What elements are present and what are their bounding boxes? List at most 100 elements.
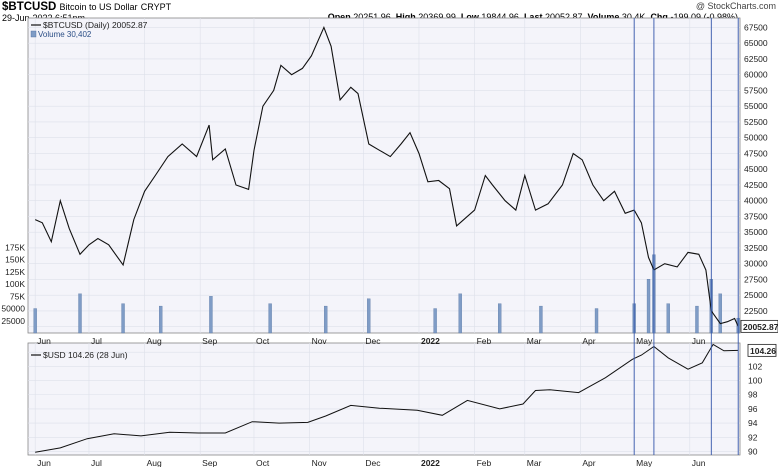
volume-value: 30.4K xyxy=(621,12,646,22)
dollar-series-line xyxy=(35,343,739,453)
price-y-tick-label: 57500 xyxy=(744,85,768,95)
volume-bar xyxy=(209,296,213,334)
volume-bar xyxy=(646,279,651,334)
volume-bar xyxy=(695,305,699,334)
volume-y-tick-label: 75K xyxy=(10,291,25,301)
volume-bar xyxy=(268,303,272,334)
x-tick-label-dollar: Jul xyxy=(91,458,102,467)
x-tick-label-price: Jul xyxy=(91,336,102,346)
price-last-value-box xyxy=(740,319,778,333)
price-y-tick-label: 27500 xyxy=(744,274,768,284)
volume-bar xyxy=(78,293,82,334)
x-tick-label-price: May xyxy=(636,336,653,346)
symbol-description: Bitcoin to US Dollar xyxy=(59,2,138,12)
x-tick-label-dollar: Nov xyxy=(312,458,328,467)
dollar-y-tick-label: 92 xyxy=(748,432,758,442)
price-y-tick-label: 40000 xyxy=(744,196,768,206)
x-tick-label-dollar: Apr xyxy=(582,458,595,467)
x-tick-label-price: Sep xyxy=(202,336,217,346)
dollar-y-tick-label: 100 xyxy=(748,376,762,386)
dollar-panel xyxy=(27,342,741,456)
last-label: Last xyxy=(523,12,543,22)
volume-y-tick-label: 125K xyxy=(5,267,25,277)
price-y-tick-label: 25000 xyxy=(744,290,768,300)
exchange: CRYPT xyxy=(140,2,172,12)
x-tick-label-dollar: Aug xyxy=(147,458,162,467)
volume-y-tick-label: 175K xyxy=(5,242,25,252)
price-legend: $BTCUSD (Daily) 20052.87 xyxy=(43,20,148,30)
dollar-y-tick-label: 94 xyxy=(748,418,758,428)
dollar-legend: $USD 104.26 (28 Jun) xyxy=(43,350,128,360)
symbol-title: $BTCUSD Bitcoin to US Dollar CRYPT xyxy=(2,1,171,13)
dollar-y-tick-label: 96 xyxy=(748,404,758,414)
volume-y-tick-label: 50000 xyxy=(1,304,25,314)
price-y-tick-label: 55000 xyxy=(744,101,768,111)
volume-bar xyxy=(159,305,163,334)
volume-bar xyxy=(324,305,328,334)
price-y-tick-label: 35000 xyxy=(744,227,768,237)
x-tick-label-price: Feb xyxy=(477,336,492,346)
volume-legend-swatch xyxy=(30,30,37,38)
x-tick-label-dollar: May xyxy=(636,458,653,467)
volume-bar xyxy=(121,303,125,334)
x-tick-label-price: Aug xyxy=(147,336,162,346)
dollar-last-value-label: 104.26 xyxy=(750,346,776,356)
dollar-y-tick-label: 98 xyxy=(748,390,758,400)
x-tick-label-dollar: Oct xyxy=(256,458,270,467)
x-tick-label-price: Oct xyxy=(256,336,270,346)
chg-label: Chg xyxy=(650,12,668,22)
volume-bar xyxy=(367,298,371,334)
x-tick-label-dollar: Jun xyxy=(692,458,706,467)
volume-bar xyxy=(498,303,502,334)
volume-bar xyxy=(718,293,722,334)
volume-bar xyxy=(33,308,37,334)
volume-bar xyxy=(433,308,437,334)
x-tick-label-dollar: Sep xyxy=(202,458,217,467)
x-tick-label-price: Dec xyxy=(365,336,381,346)
volume-bar xyxy=(594,308,599,334)
dollar-last-value-box xyxy=(747,343,777,357)
price-series-line xyxy=(34,25,739,327)
copyright: @ StockCharts.com xyxy=(695,1,776,11)
chg-value: -199.09 (-0.98%) xyxy=(670,12,738,22)
volume-y-tick-label: 150K xyxy=(5,255,25,265)
symbol: $BTCUSD xyxy=(2,1,57,13)
price-y-tick-label: 47500 xyxy=(744,148,768,158)
volume-bar xyxy=(458,293,462,334)
open-label: Open xyxy=(327,12,351,22)
x-tick-label-dollar: Jun xyxy=(37,458,51,467)
price-y-tick-label: 60000 xyxy=(744,70,768,80)
x-tick-label-price: Jun xyxy=(692,336,706,346)
x-tick-label-price: Nov xyxy=(312,336,328,346)
volume-y-tick-label: 100K xyxy=(5,279,25,289)
x-tick-label-price: 2022 xyxy=(421,336,440,346)
price-y-tick-label: 45000 xyxy=(744,164,768,174)
volume-legend: Volume 30,402 xyxy=(38,30,92,39)
open-value: 20251.96 xyxy=(353,12,391,22)
price-y-tick-label: 67500 xyxy=(744,22,768,32)
price-y-tick-label: 50000 xyxy=(744,133,768,143)
price-y-tick-label: 37500 xyxy=(744,211,768,221)
high-label: High xyxy=(395,12,416,22)
price-y-tick-label: 30000 xyxy=(744,259,768,269)
price-y-tick-label: 52500 xyxy=(744,117,768,127)
price-y-tick-label: 42500 xyxy=(744,180,768,190)
x-tick-label-dollar: Dec xyxy=(365,458,381,467)
price-y-tick-label: 65000 xyxy=(744,38,768,48)
price-y-tick-label: 32500 xyxy=(744,243,768,253)
price-y-tick-label: 62500 xyxy=(744,54,768,64)
high-value: 20369.99 xyxy=(418,12,456,22)
last-value: 20052.87 xyxy=(544,12,583,22)
volume-y-tick-label: 25000 xyxy=(1,316,25,326)
volume-bar xyxy=(666,303,670,334)
volume-label: Volume xyxy=(587,12,620,22)
low-label: Low xyxy=(460,12,479,22)
dollar-y-tick-label: 102 xyxy=(748,361,762,371)
x-tick-label-dollar: 2022 xyxy=(421,458,440,467)
low-value: 19844.96 xyxy=(481,12,519,22)
price-y-tick-label: 22500 xyxy=(744,306,768,316)
x-tick-label-dollar: Mar xyxy=(527,458,542,467)
x-tick-label-price: Jun xyxy=(37,336,51,346)
quote-stats: Open 20251.96 High 20369.99 Low 19844.96… xyxy=(328,12,738,22)
